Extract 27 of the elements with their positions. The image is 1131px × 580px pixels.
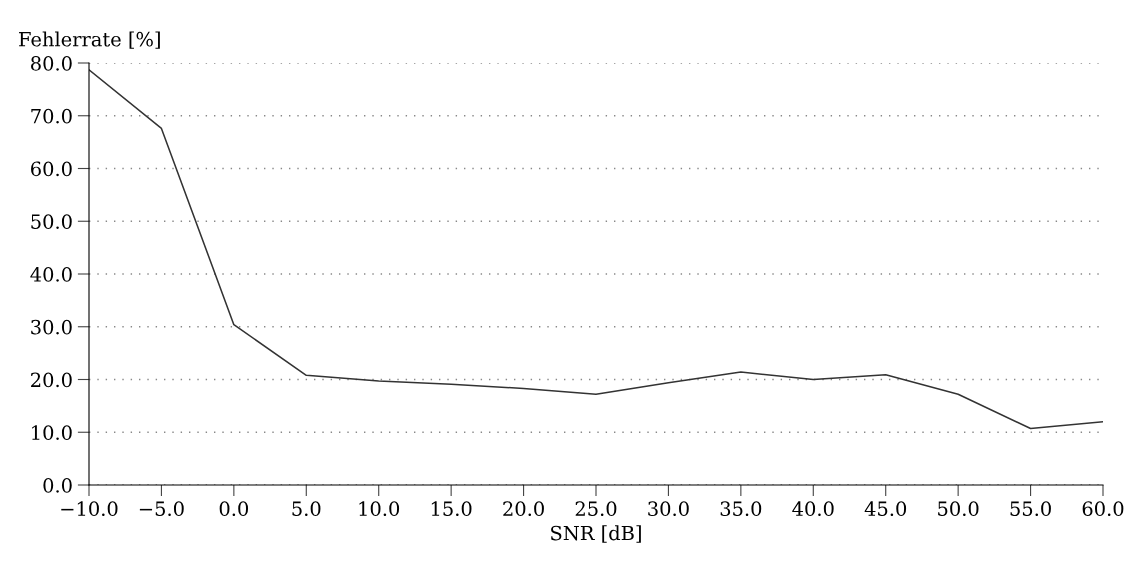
y-tick-label: 80.0 — [31, 55, 72, 71]
x-tick-label: 10.0 — [359, 501, 400, 517]
y-tick-label: 60.0 — [31, 161, 72, 177]
y-tick-label: 10.0 — [32, 425, 72, 440]
y-tick-label: 70.0 — [31, 108, 72, 124]
x-tick-label: 40.0 — [792, 501, 834, 517]
y-tick-label: 50.0 — [31, 214, 72, 229]
x-tick-label: 5.0 — [292, 501, 321, 517]
x-tick-label: 35.0 — [720, 501, 762, 517]
y-axis-title: Fehlerrate [%] — [19, 31, 160, 49]
y-tick-label: 30.0 — [31, 319, 72, 335]
line-series — [89, 69, 1103, 430]
x-tick-label: 30.0 — [648, 501, 689, 517]
x-tick-label: 20.0 — [503, 501, 544, 517]
x-tick-label: 15.0 — [431, 501, 472, 517]
x-tick-label: 50.0 — [938, 501, 979, 517]
y-tick-label: 0.0 — [43, 477, 72, 493]
x-tick-label: 25.0 — [575, 501, 617, 517]
x-tick-label: 60.0 — [1082, 501, 1124, 517]
x-tick-label: 0.0 — [219, 501, 249, 517]
y-tick-label: 40.0 — [30, 266, 72, 282]
x-tick-label: −5.0 — [139, 501, 184, 517]
y-tick-label: 20.0 — [31, 372, 72, 388]
x-axis-title: SNR [dB] — [551, 525, 641, 543]
x-tick-label: −10.0 — [61, 501, 118, 517]
x-tick-label: 55.0 — [1010, 501, 1051, 517]
x-tick-label: 45.0 — [864, 501, 907, 517]
